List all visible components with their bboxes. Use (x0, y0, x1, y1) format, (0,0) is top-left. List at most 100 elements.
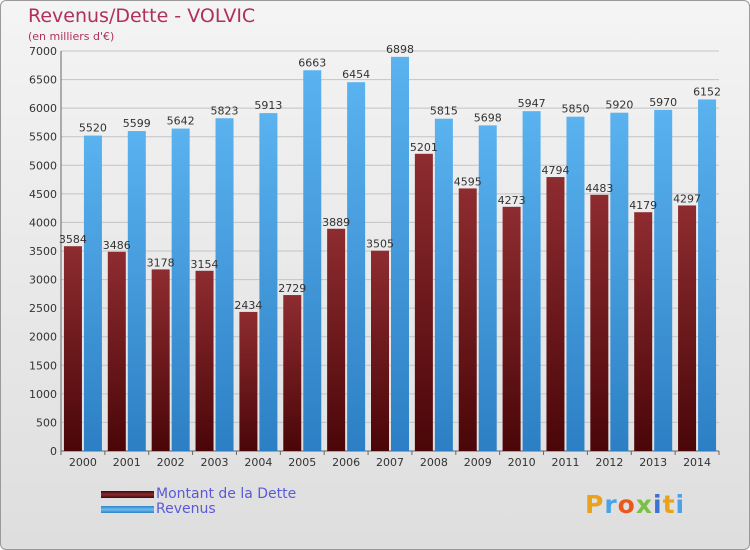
x-tick-label: 2006 (332, 456, 360, 469)
bar-revenus (391, 56, 409, 451)
legend-swatch-dette (101, 491, 154, 498)
y-tick-label: 1500 (29, 359, 57, 372)
logo-letter: o (617, 490, 636, 519)
bar-revenus (127, 131, 146, 452)
data-label-dette: 3178 (147, 256, 175, 269)
data-label-revenus: 6152 (693, 85, 721, 98)
bar-dette (327, 228, 346, 451)
logo-letter: i (653, 490, 663, 519)
legend-swatch-revenus (101, 506, 154, 513)
x-tick-label: 2002 (157, 456, 185, 469)
data-label-dette: 3154 (191, 258, 219, 271)
data-label-revenus: 6898 (386, 43, 414, 56)
data-label-revenus: 5913 (254, 99, 282, 112)
bar-revenus (698, 99, 717, 451)
data-label-dette: 4595 (454, 175, 482, 188)
x-tick-label: 2000 (69, 456, 97, 469)
data-label-dette: 2729 (278, 282, 306, 295)
bar-revenus (566, 116, 585, 451)
y-tick-label: 2500 (29, 302, 57, 315)
bar-dette (151, 269, 170, 451)
data-label-dette: 3584 (59, 233, 87, 246)
bar-dette (63, 246, 82, 451)
bar-dette (634, 212, 653, 451)
data-label-revenus: 5970 (649, 96, 677, 109)
x-tick-label: 2009 (464, 456, 492, 469)
bar-dette (239, 311, 258, 451)
y-tick-label: 7000 (29, 45, 57, 58)
y-tick-label: 3500 (29, 245, 57, 258)
bar-dette (195, 270, 214, 451)
x-tick-label: 2011 (551, 456, 579, 469)
logo-letter: i (675, 490, 686, 519)
y-tick-label: 5000 (29, 159, 57, 172)
bar-revenus (259, 113, 278, 451)
data-label-dette: 3486 (103, 239, 131, 252)
bar-dette (458, 188, 477, 451)
legend-label-revenus: Revenus (156, 501, 216, 517)
data-label-dette: 4794 (541, 164, 569, 177)
y-tick-label: 4500 (29, 188, 57, 201)
bar-revenus (610, 112, 629, 451)
bar-revenus (171, 128, 190, 451)
legend-label-dette: Montant de la Dette (156, 486, 297, 502)
data-label-dette: 3889 (322, 216, 350, 229)
data-label-dette: 3505 (366, 238, 394, 251)
bar-revenus (654, 109, 673, 451)
logo-letter: P (585, 490, 605, 519)
bar-revenus (347, 82, 366, 451)
x-tick-label: 2005 (288, 456, 316, 469)
chart-title: Revenus/Dette - VOLVIC (28, 5, 256, 27)
logo-letter: x (635, 490, 653, 519)
data-label-revenus: 5599 (123, 117, 151, 130)
data-label-revenus: 5520 (79, 122, 107, 135)
data-label-revenus: 5642 (167, 115, 195, 128)
data-label-revenus: 5947 (518, 97, 546, 110)
x-tick-label: 2010 (508, 456, 536, 469)
y-tick-label: 1000 (29, 388, 57, 401)
data-label-revenus: 5850 (561, 103, 589, 116)
y-tick-label: 6500 (29, 74, 57, 87)
y-tick-label: 3000 (29, 274, 57, 287)
data-label-revenus: 6454 (342, 68, 370, 81)
x-tick-label: 2007 (376, 456, 404, 469)
bar-dette (371, 250, 389, 451)
data-label-dette: 4297 (673, 192, 701, 205)
bar-dette (678, 205, 697, 451)
y-tick-label: 2000 (29, 331, 57, 344)
x-tick-label: 2012 (595, 456, 623, 469)
x-tick-label: 2004 (244, 456, 272, 469)
bar-dette (546, 177, 565, 452)
bar-revenus (434, 118, 453, 451)
data-label-revenus: 6663 (298, 56, 326, 69)
bar-dette (107, 251, 126, 451)
bar-dette (502, 206, 521, 451)
logo-letter: t (662, 490, 676, 519)
data-label-dette: 4273 (498, 194, 526, 207)
y-tick-label: 4000 (29, 216, 57, 229)
bar-dette (414, 153, 433, 452)
data-label-revenus: 5815 (430, 105, 458, 118)
x-tick-label: 2014 (683, 456, 711, 469)
x-tick-label: 2003 (201, 456, 229, 469)
chart-subtitle: (en milliers d'€) (28, 30, 115, 43)
x-tick-label: 2008 (420, 456, 448, 469)
y-tick-label: 0 (50, 445, 57, 458)
y-tick-label: 500 (36, 416, 57, 429)
bar-revenus (478, 125, 497, 452)
bar-dette (590, 194, 609, 452)
data-label-revenus: 5698 (474, 111, 502, 124)
y-tick-label: 5500 (29, 131, 57, 144)
data-label-revenus: 5920 (605, 99, 633, 112)
bar-revenus (215, 118, 234, 451)
bar-revenus (83, 135, 102, 452)
bar-revenus (303, 70, 322, 451)
logo-letter: r (604, 490, 618, 519)
y-tick-label: 6000 (29, 102, 57, 115)
x-tick-label: 2001 (113, 456, 141, 469)
data-label-revenus: 5823 (211, 104, 239, 117)
data-label-dette: 2434 (234, 299, 262, 312)
data-label-dette: 4179 (629, 199, 657, 212)
